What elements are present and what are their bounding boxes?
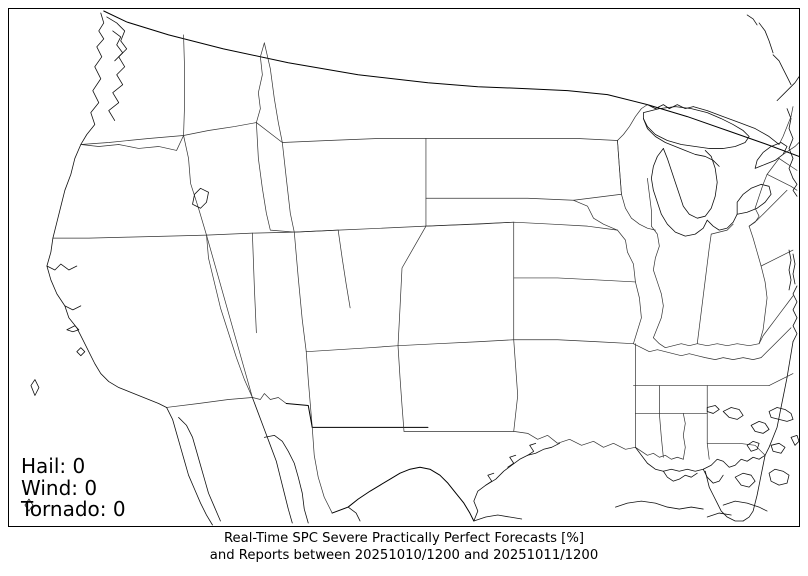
figure-caption: Real-Time SPC Severe Practically Perfect… (0, 530, 808, 565)
caption-title-line: Real-Time SPC Severe Practically Perfect… (223, 531, 585, 546)
legend-tornado-count: Tornado: 0 (21, 496, 126, 521)
us-map-graphic (9, 9, 799, 526)
legend-hail-count: Hail: 0 (21, 454, 86, 479)
caption-period-line: and Reports between 20251010/1200 and 20… (209, 548, 599, 564)
report-count-legend: Hail: 0 Wind: 0 Tornado: 0 (21, 456, 126, 520)
legend-wind-count: Wind: 0 (21, 475, 98, 500)
map-axes-frame: Hail: 0 Wind: 0 Tornado: 0 (8, 8, 800, 527)
